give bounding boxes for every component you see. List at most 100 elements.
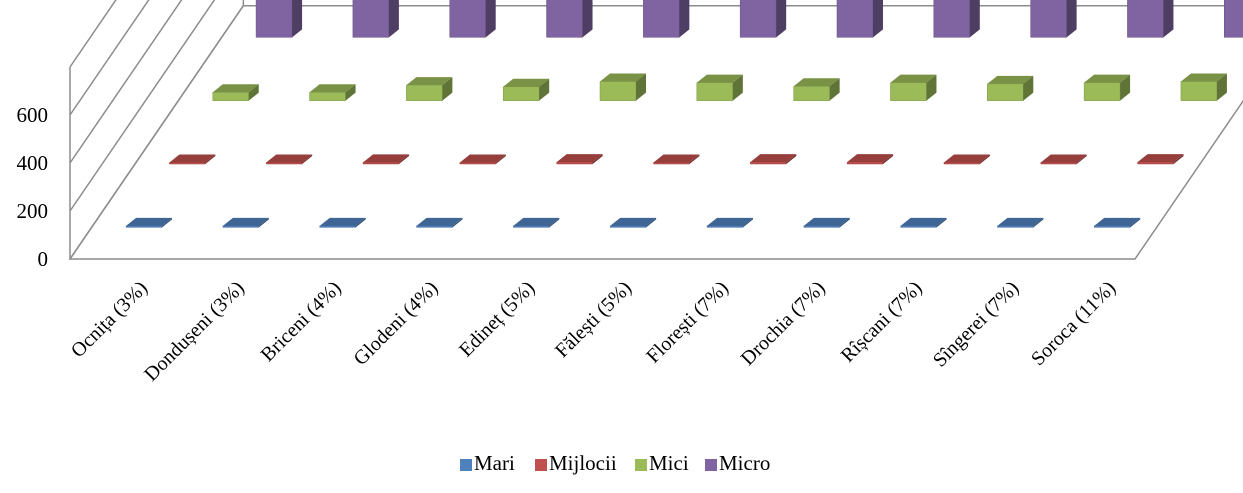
bar-top-face bbox=[222, 217, 269, 226]
bar-top-face bbox=[1084, 74, 1131, 83]
bar bbox=[836, 0, 883, 38]
bar-top-face bbox=[266, 154, 313, 163]
bar-side-face bbox=[355, 217, 366, 228]
bar-front-face bbox=[1094, 225, 1131, 228]
bar bbox=[406, 77, 453, 101]
bar-side-face bbox=[646, 217, 657, 228]
bar-front-face bbox=[352, 0, 390, 38]
bar-side-face bbox=[829, 78, 840, 101]
bar-front-face bbox=[609, 225, 647, 228]
gridline bbox=[69, 0, 183, 164]
bar-front-face bbox=[222, 225, 260, 228]
series-mari bbox=[125, 217, 1141, 228]
bar-top-face bbox=[803, 217, 850, 226]
bar-top-face bbox=[600, 73, 647, 82]
bar bbox=[169, 154, 216, 165]
bar-front-face bbox=[513, 225, 550, 228]
bar bbox=[212, 84, 259, 101]
bar bbox=[556, 154, 603, 165]
bar bbox=[222, 217, 269, 228]
bar-side-face bbox=[786, 154, 797, 164]
bar-front-face bbox=[933, 0, 971, 38]
bar-top-face bbox=[706, 217, 753, 226]
bar bbox=[546, 0, 593, 38]
bar-side-face bbox=[292, 0, 303, 38]
bar-front-face bbox=[459, 162, 497, 165]
bar-front-face bbox=[696, 82, 734, 101]
bar-top-face bbox=[890, 74, 937, 83]
bar bbox=[1083, 74, 1131, 101]
bar-top-face bbox=[1094, 217, 1141, 226]
bar bbox=[362, 154, 410, 165]
bar bbox=[416, 217, 463, 228]
legend-swatch-mici bbox=[635, 459, 647, 471]
bar bbox=[1040, 154, 1087, 165]
bar-side-face bbox=[345, 84, 356, 101]
bar-side-face bbox=[979, 154, 990, 164]
bar bbox=[803, 217, 850, 228]
category-label: Fălești (5%) bbox=[551, 277, 636, 362]
bar-front-face bbox=[987, 83, 1024, 101]
bar-front-face bbox=[169, 162, 206, 165]
category-label: Glodeni (4%) bbox=[349, 277, 442, 370]
bar bbox=[125, 217, 173, 228]
legend-label-micro: Micro bbox=[719, 451, 770, 475]
bar bbox=[1094, 217, 1141, 228]
bar-front-face bbox=[653, 162, 690, 165]
bar-front-face bbox=[546, 0, 583, 38]
category-label: Soroca (11%) bbox=[1027, 277, 1120, 370]
bar-side-face bbox=[1076, 154, 1087, 164]
bar bbox=[609, 217, 657, 228]
bar bbox=[513, 217, 560, 228]
bar bbox=[459, 154, 506, 165]
bar-top-face bbox=[363, 154, 410, 163]
bar-front-face bbox=[1137, 161, 1174, 165]
bar bbox=[987, 75, 1034, 101]
bar-front-face bbox=[997, 225, 1034, 228]
bar-side-face bbox=[732, 74, 743, 101]
series-micro bbox=[255, 0, 1243, 38]
y-tick-label: 600 bbox=[17, 103, 49, 127]
bar-top-face bbox=[1137, 154, 1184, 163]
bar-top-face bbox=[997, 217, 1044, 226]
category-label: Edineț (5%) bbox=[455, 277, 539, 361]
bar-side-face bbox=[388, 0, 399, 38]
bar bbox=[933, 0, 980, 38]
bar-top-face bbox=[126, 217, 173, 226]
gridline bbox=[69, 0, 216, 212]
bar bbox=[943, 154, 990, 165]
bar-top-face bbox=[653, 154, 700, 163]
category-label: Briceni (4%) bbox=[257, 277, 346, 366]
legend-label-mari: Mari bbox=[474, 451, 515, 475]
bar-top-face bbox=[212, 84, 259, 93]
bar-side-face bbox=[742, 217, 753, 228]
bar-front-face bbox=[846, 161, 884, 165]
bar-side-face bbox=[1120, 74, 1131, 101]
category-label: Ocnița (3%) bbox=[67, 277, 152, 362]
category-label: Dondușeni (3%) bbox=[140, 277, 249, 386]
bar-side-face bbox=[442, 77, 453, 101]
bar-side-face bbox=[302, 154, 313, 164]
bar bbox=[502, 78, 550, 101]
bar-front-face bbox=[803, 225, 841, 228]
bar-top-face bbox=[459, 154, 506, 163]
bar bbox=[750, 154, 797, 165]
bar-front-face bbox=[599, 81, 637, 101]
bar-front-face bbox=[900, 225, 937, 228]
bar-front-face bbox=[309, 92, 346, 101]
y-tick-label: 0 bbox=[38, 247, 49, 271]
bar-side-face bbox=[582, 0, 593, 38]
bar bbox=[265, 154, 313, 165]
bar-top-face bbox=[943, 154, 990, 163]
bar bbox=[997, 217, 1044, 228]
bar bbox=[449, 0, 496, 38]
legend-swatch-mijlocii bbox=[535, 459, 547, 471]
bar-side-face bbox=[839, 217, 850, 228]
bar-front-face bbox=[1083, 82, 1121, 101]
series-mici bbox=[212, 73, 1227, 101]
bar-front-face bbox=[255, 0, 293, 38]
bar-front-face bbox=[556, 161, 593, 165]
bar bbox=[352, 0, 399, 38]
bar-top-face bbox=[1040, 154, 1087, 163]
